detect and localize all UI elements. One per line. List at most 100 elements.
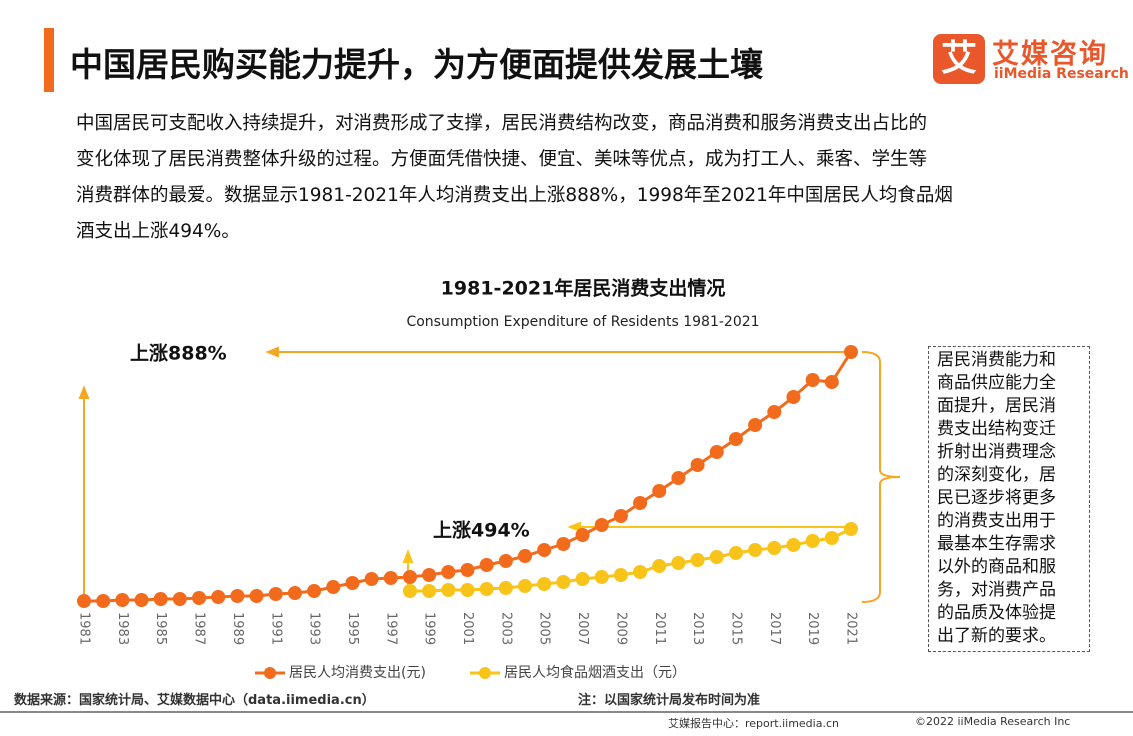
point	[844, 345, 858, 359]
legend-swatch	[264, 667, 276, 679]
header-bar	[44, 28, 54, 92]
x-tick-label: 1993	[307, 612, 322, 645]
note-line: 以外的商品和服	[937, 557, 1056, 577]
source: 数据来源：国家统计局、艾媒数据中心（data.iimedia.cn）	[14, 693, 375, 708]
logo-name: 艾媒咨询	[992, 39, 1108, 70]
annotation: 上涨888%	[130, 343, 227, 365]
point	[633, 565, 648, 579]
point	[518, 549, 533, 563]
point	[460, 583, 475, 597]
logo-icon: 艾	[933, 34, 985, 84]
point	[498, 554, 513, 568]
point	[326, 580, 341, 594]
point	[364, 572, 379, 586]
point	[690, 458, 705, 472]
point	[479, 558, 494, 572]
note-line: 的深刻变化，居	[937, 465, 1056, 485]
x-tick-label: 1999	[422, 612, 437, 645]
intro-line: 酒支出上涨494%。	[76, 221, 240, 242]
intro-line: 变化体现了居民消费整体升级的过程。方便面凭借快捷、便宜、美味等优点，成为打工人、…	[76, 149, 928, 170]
point	[652, 559, 667, 573]
legend-label: 居民人均消费支出(元)	[289, 665, 426, 681]
note-line: 商品供应能力全	[937, 373, 1056, 393]
x-tick-label: 2007	[575, 612, 590, 645]
intro-line: 消费群体的最爱。数据显示1981-2021年人均消费支出上涨888%，1998年…	[76, 185, 953, 206]
point	[96, 594, 111, 608]
point	[575, 528, 590, 542]
header-title: 中国居民购买能力提升，为方便面提供发展土壤	[70, 45, 763, 84]
point	[422, 584, 437, 598]
x-tick-label: 1989	[230, 612, 245, 645]
x-tick-label: 1985	[153, 612, 168, 645]
arrow-head	[402, 549, 414, 563]
point	[211, 590, 226, 604]
arrow-head	[78, 385, 90, 399]
note-line: 费支出结构变迁	[937, 419, 1056, 439]
point	[249, 589, 264, 603]
point	[709, 445, 724, 459]
note-line: 最基本生存需求	[937, 534, 1056, 554]
intro-line: 中国居民可支配收入持续提升，对消费形成了支撑，居民消费结构改变，商品消费和服务消…	[76, 113, 928, 134]
point	[518, 579, 533, 593]
point	[498, 581, 513, 595]
note: 注：以国家统计局发布时间为准	[578, 693, 761, 708]
point	[690, 553, 705, 567]
x-tick-label: 2009	[613, 612, 628, 645]
point	[402, 584, 417, 598]
point	[748, 418, 763, 432]
point	[728, 546, 743, 560]
x-tick-label: 1991	[268, 612, 283, 645]
note-line: 折射出消费理念	[937, 442, 1056, 462]
point	[115, 593, 130, 607]
footer-copyright: ©2022 iiMedia Research Inc	[915, 715, 1071, 728]
footer-site: 艾媒报告中心：report.iimedia.cn	[668, 717, 839, 730]
intro: 中国居民可支配收入持续提升，对消费形成了支撑，居民消费结构改变，商品消费和服务消…	[76, 106, 953, 250]
point	[633, 496, 648, 510]
point	[556, 575, 571, 589]
x-tick-label: 2005	[537, 612, 552, 645]
point	[345, 576, 360, 590]
point	[671, 471, 686, 485]
point	[824, 531, 839, 545]
note-line: 的品质及体验提	[937, 603, 1056, 623]
note-line: 面提升，居民消	[937, 396, 1056, 416]
point	[537, 577, 552, 591]
logo-english: iiMedia Research	[994, 66, 1129, 82]
point	[805, 534, 820, 548]
point	[652, 484, 667, 498]
x-tick-label: 2013	[690, 612, 705, 645]
annotation-arrows	[78, 346, 901, 603]
point	[230, 589, 245, 603]
x-tick-label: 1981	[77, 612, 92, 645]
point	[383, 571, 398, 585]
point	[153, 592, 168, 606]
x-tick-label: 2001	[460, 612, 475, 645]
x-tick-label: 2003	[498, 612, 513, 645]
point	[805, 373, 820, 387]
point	[613, 509, 628, 523]
point	[307, 584, 322, 598]
point	[134, 593, 149, 607]
note-line: 居民消费能力和	[937, 350, 1056, 370]
point	[268, 587, 283, 601]
x-tick-label: 2021	[844, 612, 859, 645]
point	[824, 375, 839, 389]
point	[77, 594, 91, 608]
point	[575, 572, 590, 586]
arrow-head	[567, 521, 581, 533]
x-tick-label: 2017	[767, 612, 782, 645]
x-tick-label: 1983	[115, 612, 130, 645]
point	[479, 582, 494, 596]
point	[728, 432, 743, 446]
point	[748, 543, 763, 557]
point	[422, 568, 437, 582]
point	[287, 586, 302, 600]
x-tick-label: 1987	[192, 612, 207, 645]
bracket	[861, 351, 901, 603]
point	[709, 550, 724, 564]
arrow-head	[265, 346, 279, 358]
note-line: 民已逐步将更多	[937, 488, 1056, 508]
x-tick-label: 2015	[728, 612, 743, 645]
point	[594, 570, 609, 584]
